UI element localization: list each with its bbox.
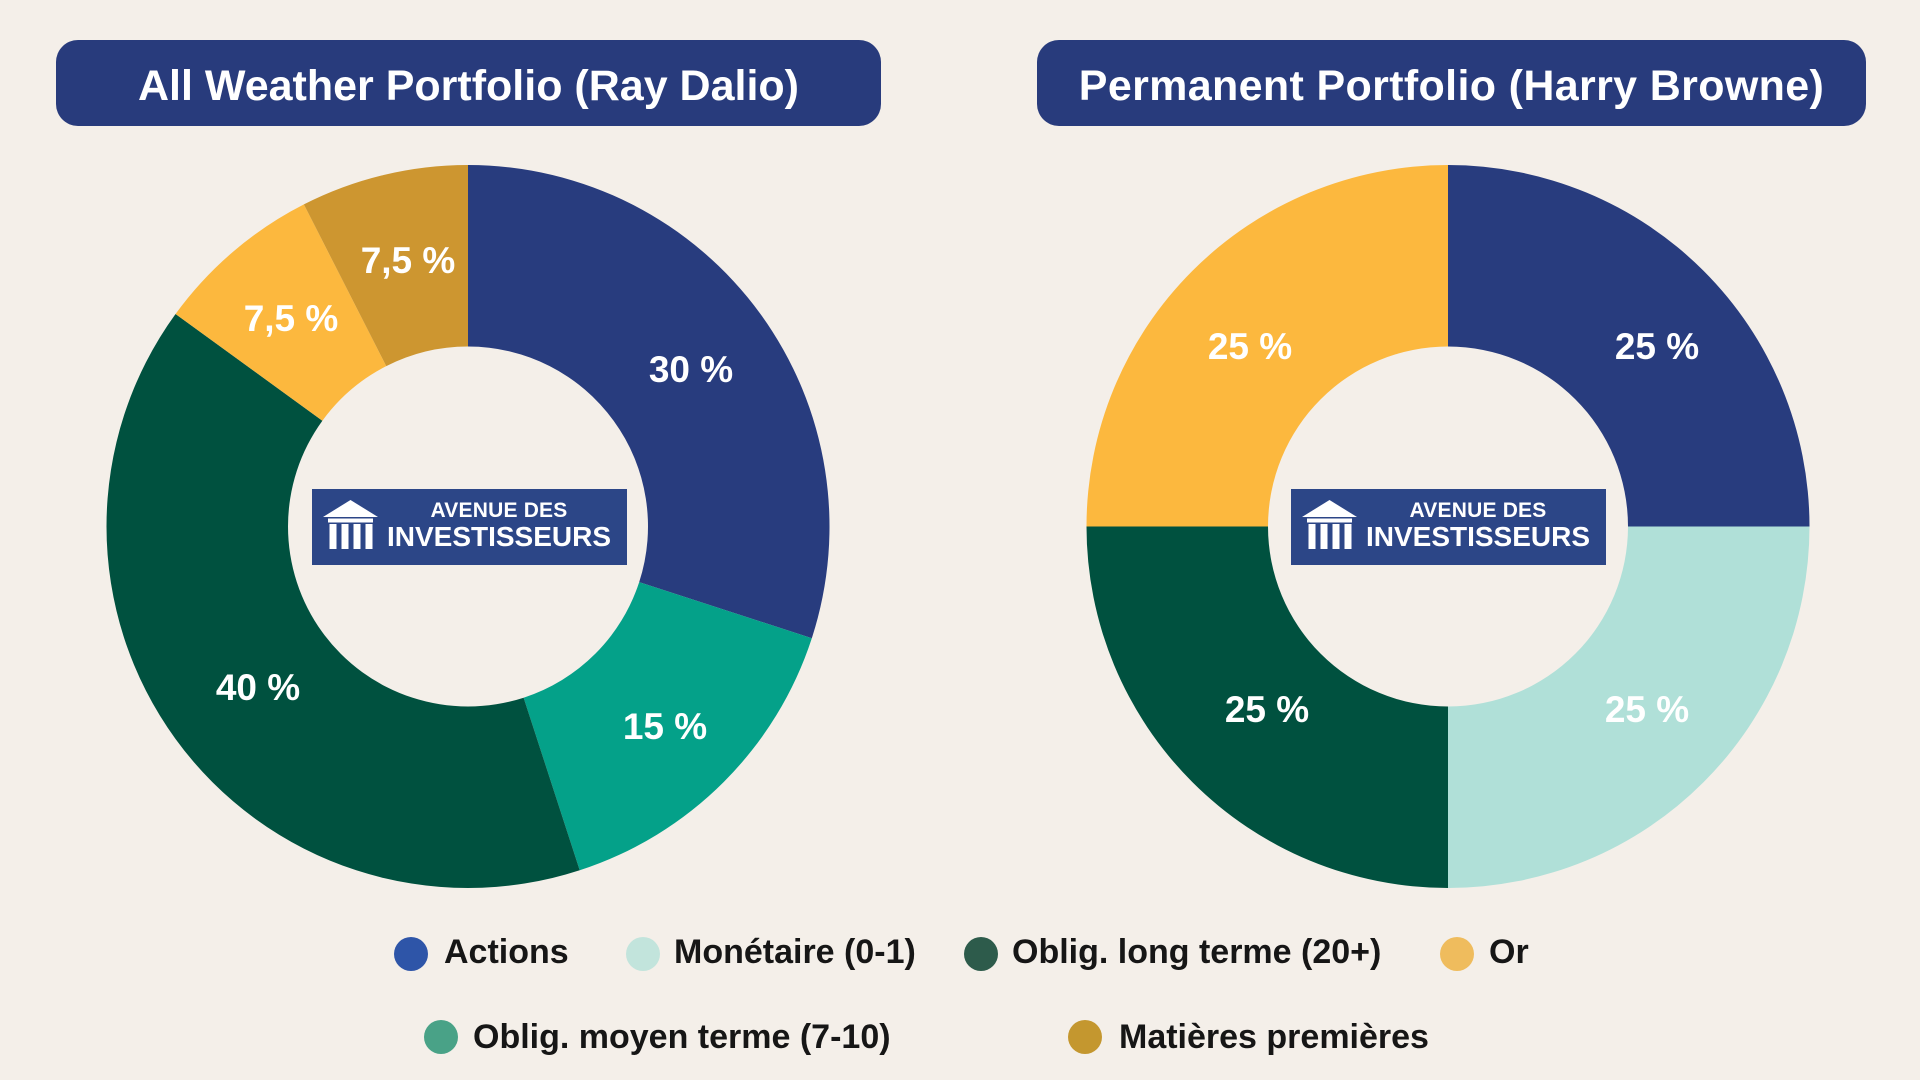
svg-text:7,5 %: 7,5 % — [244, 298, 339, 339]
svg-text:25 %: 25 % — [1605, 689, 1689, 730]
svg-text:25 %: 25 % — [1225, 689, 1309, 730]
svg-text:7,5 %: 7,5 % — [361, 240, 456, 281]
svg-text:25 %: 25 % — [1208, 326, 1292, 367]
svg-text:15 %: 15 % — [623, 706, 707, 747]
svg-text:40 %: 40 % — [216, 667, 300, 708]
svg-text:25 %: 25 % — [1615, 326, 1699, 367]
svg-text:30 %: 30 % — [649, 349, 733, 390]
